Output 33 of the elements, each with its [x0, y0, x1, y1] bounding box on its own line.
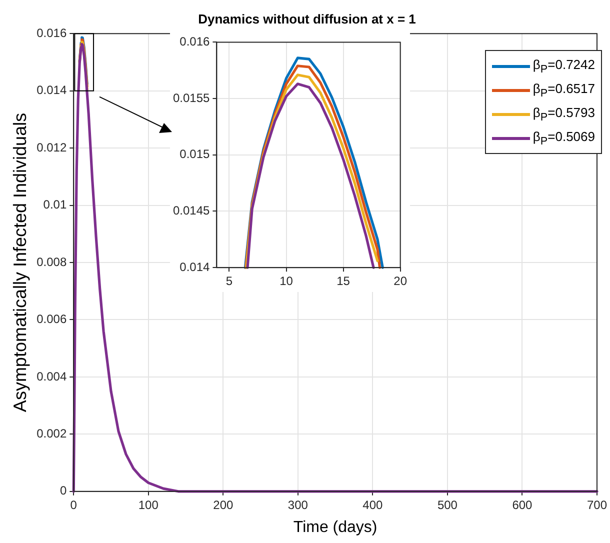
x-tick-label: 15	[336, 274, 350, 288]
legend-label: β$_{P}$=0.5069	[532, 128, 595, 148]
x-tick-label: 200	[213, 498, 234, 512]
chart-title: Dynamics without diffusion at x = 1	[198, 11, 416, 26]
y-tick-label: 0.0145	[173, 204, 210, 218]
y-tick-label: 0.014	[180, 260, 210, 274]
x-axis-title: Time (days)	[293, 518, 378, 536]
x-tick-label: 700	[586, 498, 608, 512]
x-tick-label: 20	[394, 274, 408, 288]
x-tick-label: 10	[280, 274, 294, 288]
x-tick-label: 400	[362, 498, 384, 512]
y-tick-label: 0.0155	[173, 90, 210, 105]
x-tick-label: 0	[70, 498, 78, 512]
x-tick-label: 5	[226, 274, 233, 288]
y-tick-label: 0.014	[36, 83, 67, 98]
legend-label: β$_{P}$=0.7242	[532, 56, 595, 76]
x-tick-label: 500	[437, 498, 458, 512]
y-tick-label: 0.006	[36, 312, 67, 326]
y-tick-label: 0.015	[180, 147, 210, 162]
x-tick-label: 600	[512, 498, 533, 512]
y-tick-label: 0.016	[180, 34, 210, 49]
y-tick-label: 0.004	[36, 369, 67, 384]
x-tick-label: 300	[288, 498, 308, 512]
y-tick-label: 0	[60, 484, 67, 498]
y-axis-title: Asymptomatically Infected Individuals	[10, 112, 30, 412]
y-tick-label: 0.01	[43, 198, 67, 212]
legend-label: β$_{P}$=0.6517	[532, 80, 595, 100]
y-tick-label: 0.002	[36, 426, 67, 440]
y-tick-label: 0.016	[36, 26, 67, 40]
legend-label: β$_{P}$=0.5793	[532, 104, 595, 124]
y-tick-label: 0.008	[36, 254, 67, 269]
x-tick-label: 100	[138, 498, 159, 512]
y-tick-label: 0.012	[36, 140, 67, 154]
